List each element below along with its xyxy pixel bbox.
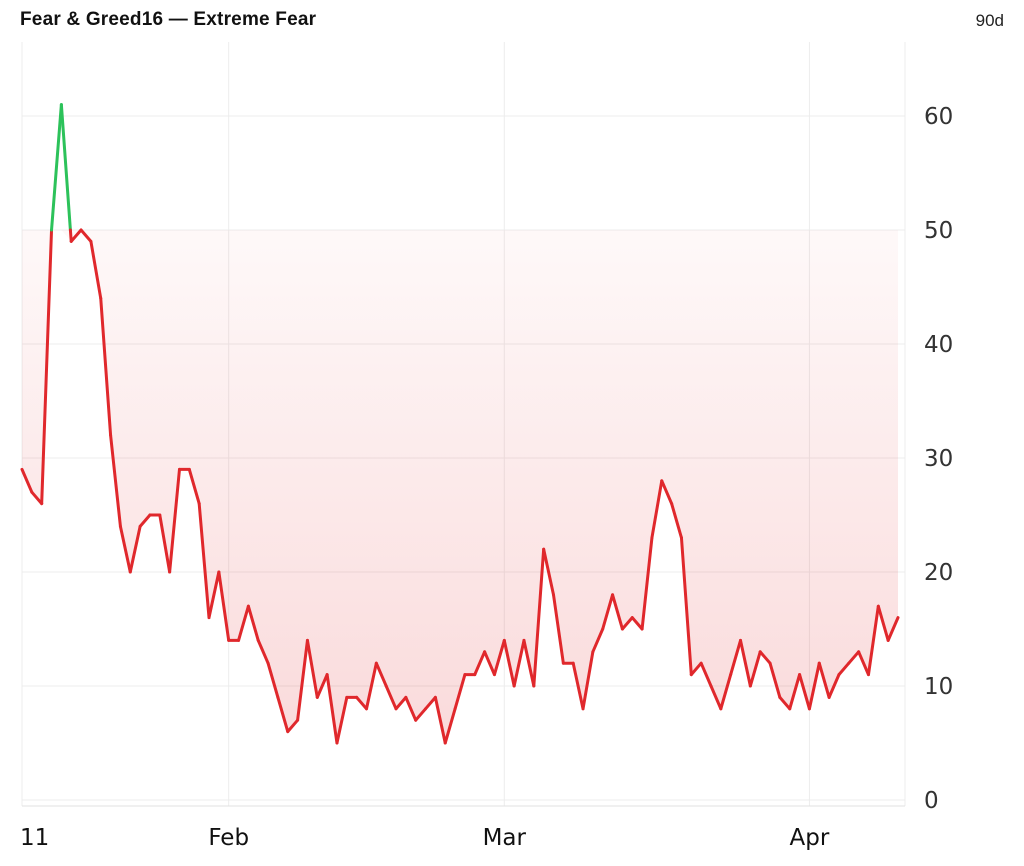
fear-line-segment [827, 673, 841, 699]
fear-line-segment [866, 604, 880, 677]
fear-line-segment [768, 661, 782, 699]
fear-line-segment [384, 684, 398, 711]
range-selector[interactable]: 90d [975, 11, 1004, 30]
fear-line-segment [168, 467, 181, 574]
fear-line-segment [69, 228, 83, 243]
fear-line-segment [374, 661, 388, 688]
fear-line-segment [699, 661, 713, 688]
fear-line-segment [611, 593, 624, 631]
fear-line-segment [128, 524, 142, 574]
fear-line-segment [748, 650, 762, 688]
fear-line-segment [807, 661, 821, 711]
fear-line-segment [364, 661, 378, 711]
fear-line-segment [876, 604, 890, 642]
fear-line-segment [719, 673, 733, 711]
fear-line-segment [571, 661, 585, 711]
fear-line-segment [798, 673, 811, 711]
fear-line-segment [79, 228, 93, 243]
fear-line-segment [286, 718, 300, 734]
fear-line-segment [709, 684, 723, 711]
fear-line-segment [837, 661, 851, 677]
fear-line-segment [20, 467, 34, 494]
fear-line-segment [187, 467, 201, 506]
fear-line-segment [453, 673, 467, 711]
y-tick-label: 40 [924, 332, 953, 358]
fear-line-segment [40, 228, 54, 506]
fear-line-segment [886, 616, 900, 642]
fear-line-segment [305, 638, 319, 699]
fear-line-segment [689, 661, 703, 677]
fear-line-segment [620, 616, 634, 631]
fear-line-segment [857, 650, 870, 677]
fear-line-segment [670, 502, 683, 540]
fear-line-segment [739, 638, 752, 688]
fear-line-segment [355, 695, 368, 711]
y-tick-label: 50 [924, 218, 953, 244]
fear-line-segment [502, 638, 516, 688]
fear-line-segment [640, 536, 654, 631]
fear-line-segment [473, 650, 487, 677]
fear-area-fill [22, 230, 898, 743]
fear-line-segment [197, 502, 211, 620]
greed-line-segment [59, 103, 72, 232]
fear-line-segment [630, 616, 644, 631]
fear-line-segment [138, 513, 152, 528]
fear-line-segment [443, 707, 457, 745]
x-tick-label: 11 [20, 825, 49, 851]
fear-line-segment [256, 638, 270, 665]
fear-line-segment [424, 695, 437, 711]
y-tick-label: 30 [924, 446, 953, 472]
fear-line-segment [581, 650, 595, 711]
y-tick-label: 10 [924, 674, 953, 700]
fear-line-segment [512, 638, 526, 688]
fear-line-segment [522, 638, 536, 688]
fear-line-segment [778, 695, 792, 711]
fear-line-segment [552, 593, 565, 665]
fear-line-segment [758, 650, 772, 665]
fear-line-segment [99, 296, 113, 437]
fear-line-segment [483, 650, 496, 677]
fear-line-segment [729, 638, 743, 677]
x-tick-label: Mar [483, 825, 527, 851]
fear-line-segment [315, 673, 329, 699]
y-tick-label: 60 [924, 104, 953, 130]
fear-line-segment [276, 695, 290, 734]
y-tick-label: 0 [924, 788, 939, 814]
fear-line-segment [660, 479, 674, 506]
fear-line-segment [118, 524, 132, 574]
fear-line-segment [532, 547, 546, 688]
fear-line-segment [266, 661, 280, 699]
fear-line-segment [650, 479, 664, 540]
fear-line-segment [217, 570, 231, 642]
chart-title: Fear & Greed16 — Extreme Fear [20, 9, 317, 30]
fear-line-segment [207, 570, 221, 620]
fear-line-segment [404, 695, 418, 722]
fear-line-segment [89, 239, 103, 300]
fear-line-segment [601, 593, 615, 631]
fear-line-segment [296, 638, 309, 722]
y-tick-label: 20 [924, 560, 953, 586]
fear-line-segment [158, 513, 172, 574]
fear-line-segment [591, 627, 605, 654]
fear-line-segment [847, 650, 861, 665]
fear-line-segment [246, 604, 260, 642]
fear-line-segment [414, 707, 428, 722]
fear-line-segment [788, 673, 802, 711]
fear-line-segment [30, 490, 44, 506]
x-tick-label: Apr [790, 825, 830, 851]
fear-line-segment [542, 547, 556, 597]
greed-line-segment [50, 103, 63, 232]
fear-line-segment [237, 604, 250, 642]
fear-line-segment [394, 695, 408, 711]
fear-line-segment [109, 433, 122, 528]
fear-line-segment [492, 638, 506, 677]
fear-line-segment [325, 673, 339, 745]
fear-line-segment [817, 661, 831, 699]
fear-line-segment [679, 536, 693, 677]
fear-line-segment [433, 695, 447, 745]
x-tick-label: Feb [208, 825, 249, 851]
fear-line-segment [335, 695, 349, 745]
